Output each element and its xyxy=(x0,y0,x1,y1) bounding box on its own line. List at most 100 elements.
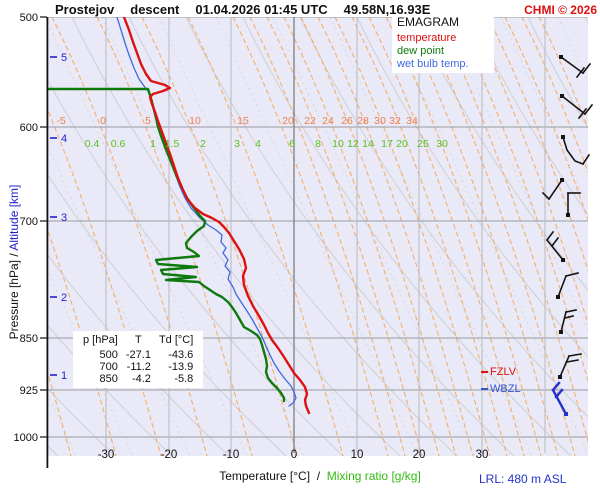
moist-adiabat-line xyxy=(317,17,474,456)
levels-table: p [hPa] T Td [°C] 500 -27.1 -43.6 700 -1… xyxy=(73,331,204,388)
mixing-ratio-label: 30 xyxy=(436,138,448,150)
moist-adiabat-label: 26 xyxy=(341,115,353,127)
dry-adiabat-line xyxy=(0,17,1,456)
station-name: Prostejov xyxy=(55,2,115,17)
dry-adiabat-line xyxy=(48,79,344,456)
axis-separator: / xyxy=(7,250,21,260)
cell-p-500: 500 xyxy=(99,349,118,361)
moist-adiabat-label: 30 xyxy=(374,115,386,127)
wind-barb xyxy=(545,230,565,262)
x-axis-caption: Temperature [°C] / Mixing ratio [g/kg] xyxy=(140,469,500,483)
dry-adiabat-line xyxy=(242,17,572,456)
wbzl-tick xyxy=(481,388,488,390)
moist-adiabat-label: 24 xyxy=(322,115,334,127)
pressure-tick-label: 700 xyxy=(20,216,38,228)
sounding-type: descent xyxy=(130,2,180,17)
wind-barb xyxy=(561,135,591,166)
dry-adiabat-line xyxy=(128,17,458,456)
col-dewpoint: Td [°C] xyxy=(158,334,194,346)
wind-barb xyxy=(559,309,577,334)
mixing-ratio-axis-label: Mixing ratio [g/kg] xyxy=(326,469,421,483)
mixing-ratio-label: 25 xyxy=(417,138,429,150)
moist-adiabat-label: 32 xyxy=(389,115,401,127)
mixing-ratio-label: 8 xyxy=(315,138,321,150)
cell-t-850: -4.2 xyxy=(131,373,151,385)
moist-adiabat-line xyxy=(538,17,588,130)
temperature-tick-label: 20 xyxy=(413,449,426,461)
sounding-datetime: 01.04.2026 01:45 UTC xyxy=(195,2,328,17)
altitude-tick-label: 2 xyxy=(61,292,67,304)
mixing-ratio-label: 1.5 xyxy=(165,138,180,150)
moist-adiabat-line xyxy=(249,17,406,456)
cell-p-850: 850 xyxy=(99,373,118,385)
moist-adiabat-line xyxy=(232,17,389,456)
pressure-tick-label: 500 xyxy=(20,12,38,24)
cell-t-700: -11.2 xyxy=(126,361,151,373)
dry-adiabat-line xyxy=(356,17,588,358)
dry-adiabat-line xyxy=(527,17,588,129)
mixing-ratio-label: 20 xyxy=(396,138,408,150)
dry-adiabat-line xyxy=(71,17,401,456)
chart-type-label: EMAGRAM xyxy=(397,15,460,29)
legend-item-temperature: temperature xyxy=(397,32,457,44)
wind-barb xyxy=(541,178,564,201)
moist-adiabat-label: -5 xyxy=(56,115,65,127)
temperature-tick-label: 0 xyxy=(291,449,297,461)
moist-adiabat-label: 22 xyxy=(304,115,316,127)
mixing-ratio-label: 10 xyxy=(332,138,344,150)
legend-item-dewpoint: dew point xyxy=(397,45,445,57)
dry-adiabat-line xyxy=(48,174,287,456)
moist-adiabat-line xyxy=(141,17,298,456)
moist-adiabat-line xyxy=(368,17,525,456)
pressure-tick-label: 925 xyxy=(20,385,38,397)
pressure-tick-label: 850 xyxy=(20,333,38,345)
mixing-ratio-label: 3 xyxy=(234,138,240,150)
moist-adiabat-line xyxy=(351,17,508,456)
legend-item-wetbulb: wet bulb temp. xyxy=(397,58,469,70)
fzlv-tick xyxy=(481,371,488,373)
dry-adiabat-line xyxy=(299,17,588,418)
moist-adiabat-line xyxy=(283,17,440,456)
temperature-tick-label: -20 xyxy=(161,449,178,461)
dry-adiabat-line xyxy=(48,388,116,456)
pressure-axis-label: Pressure [hPa] xyxy=(7,260,21,340)
moist-adiabat-label: 5 xyxy=(145,115,151,127)
wind-barb xyxy=(566,192,581,217)
mixing-ratio-label: 6 xyxy=(289,138,295,150)
temperature-axis-label: Temperature [°C] xyxy=(219,469,311,483)
moist-adiabat-line xyxy=(487,17,588,272)
pressure-tick-label: 1000 xyxy=(14,432,38,444)
dry-adiabat-line xyxy=(48,254,230,456)
cell-td-850: -5.8 xyxy=(174,373,194,385)
moist-adiabat-label: 20 xyxy=(282,115,294,127)
temperature-tick-label: 30 xyxy=(476,449,489,461)
moist-adiabat-label: 34 xyxy=(406,115,418,127)
altitude-tick-label: 5 xyxy=(61,52,67,64)
header: Prostejov descent 01.04.2026 01:45 UTC 49.5… xyxy=(55,2,446,17)
moist-adiabat-line xyxy=(300,17,457,456)
moist-adiabat-label: 10 xyxy=(189,115,201,127)
dry-adiabat-line xyxy=(470,17,588,216)
cell-p-700: 700 xyxy=(99,361,118,373)
mixing-ratio-label: 17 xyxy=(381,138,393,150)
moist-adiabat-label: 0 xyxy=(100,115,106,127)
wbzl-label: WBZL xyxy=(490,383,521,395)
mixing-ratio-label: 2 xyxy=(200,138,206,150)
col-temperature: T xyxy=(135,334,142,346)
curve-dew-point xyxy=(48,87,286,403)
moist-adiabat-label: 15 xyxy=(237,115,249,127)
axis-separator: / xyxy=(313,469,324,483)
mixing-ratio-label: 1 xyxy=(150,138,156,150)
table-row: 500 -27.1 -43.6 xyxy=(79,349,197,361)
mixing-ratio-label: 14 xyxy=(362,138,374,150)
legend-box: EMAGRAM temperature dew point wet bulb t… xyxy=(392,14,494,73)
moist-adiabat-line xyxy=(51,17,208,456)
moist-adiabat-line xyxy=(266,17,423,456)
station-coords: 49.58N,16.93E xyxy=(343,2,431,17)
lrl-label: LRL: 480 m ASL xyxy=(479,472,567,486)
temperature-tick-label: -30 xyxy=(98,449,115,461)
altitude-tick-label: 4 xyxy=(61,133,67,145)
y-axis-caption: Pressure [hPa] / Altitude [km] xyxy=(7,185,21,340)
